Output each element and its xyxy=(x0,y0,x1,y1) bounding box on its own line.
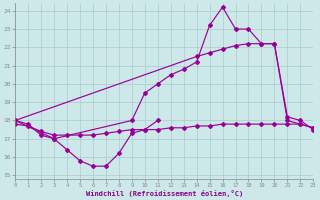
X-axis label: Windchill (Refroidissement éolien,°C): Windchill (Refroidissement éolien,°C) xyxy=(85,190,243,197)
